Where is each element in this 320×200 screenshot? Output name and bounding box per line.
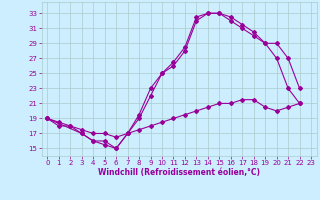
- X-axis label: Windchill (Refroidissement éolien,°C): Windchill (Refroidissement éolien,°C): [98, 168, 260, 177]
